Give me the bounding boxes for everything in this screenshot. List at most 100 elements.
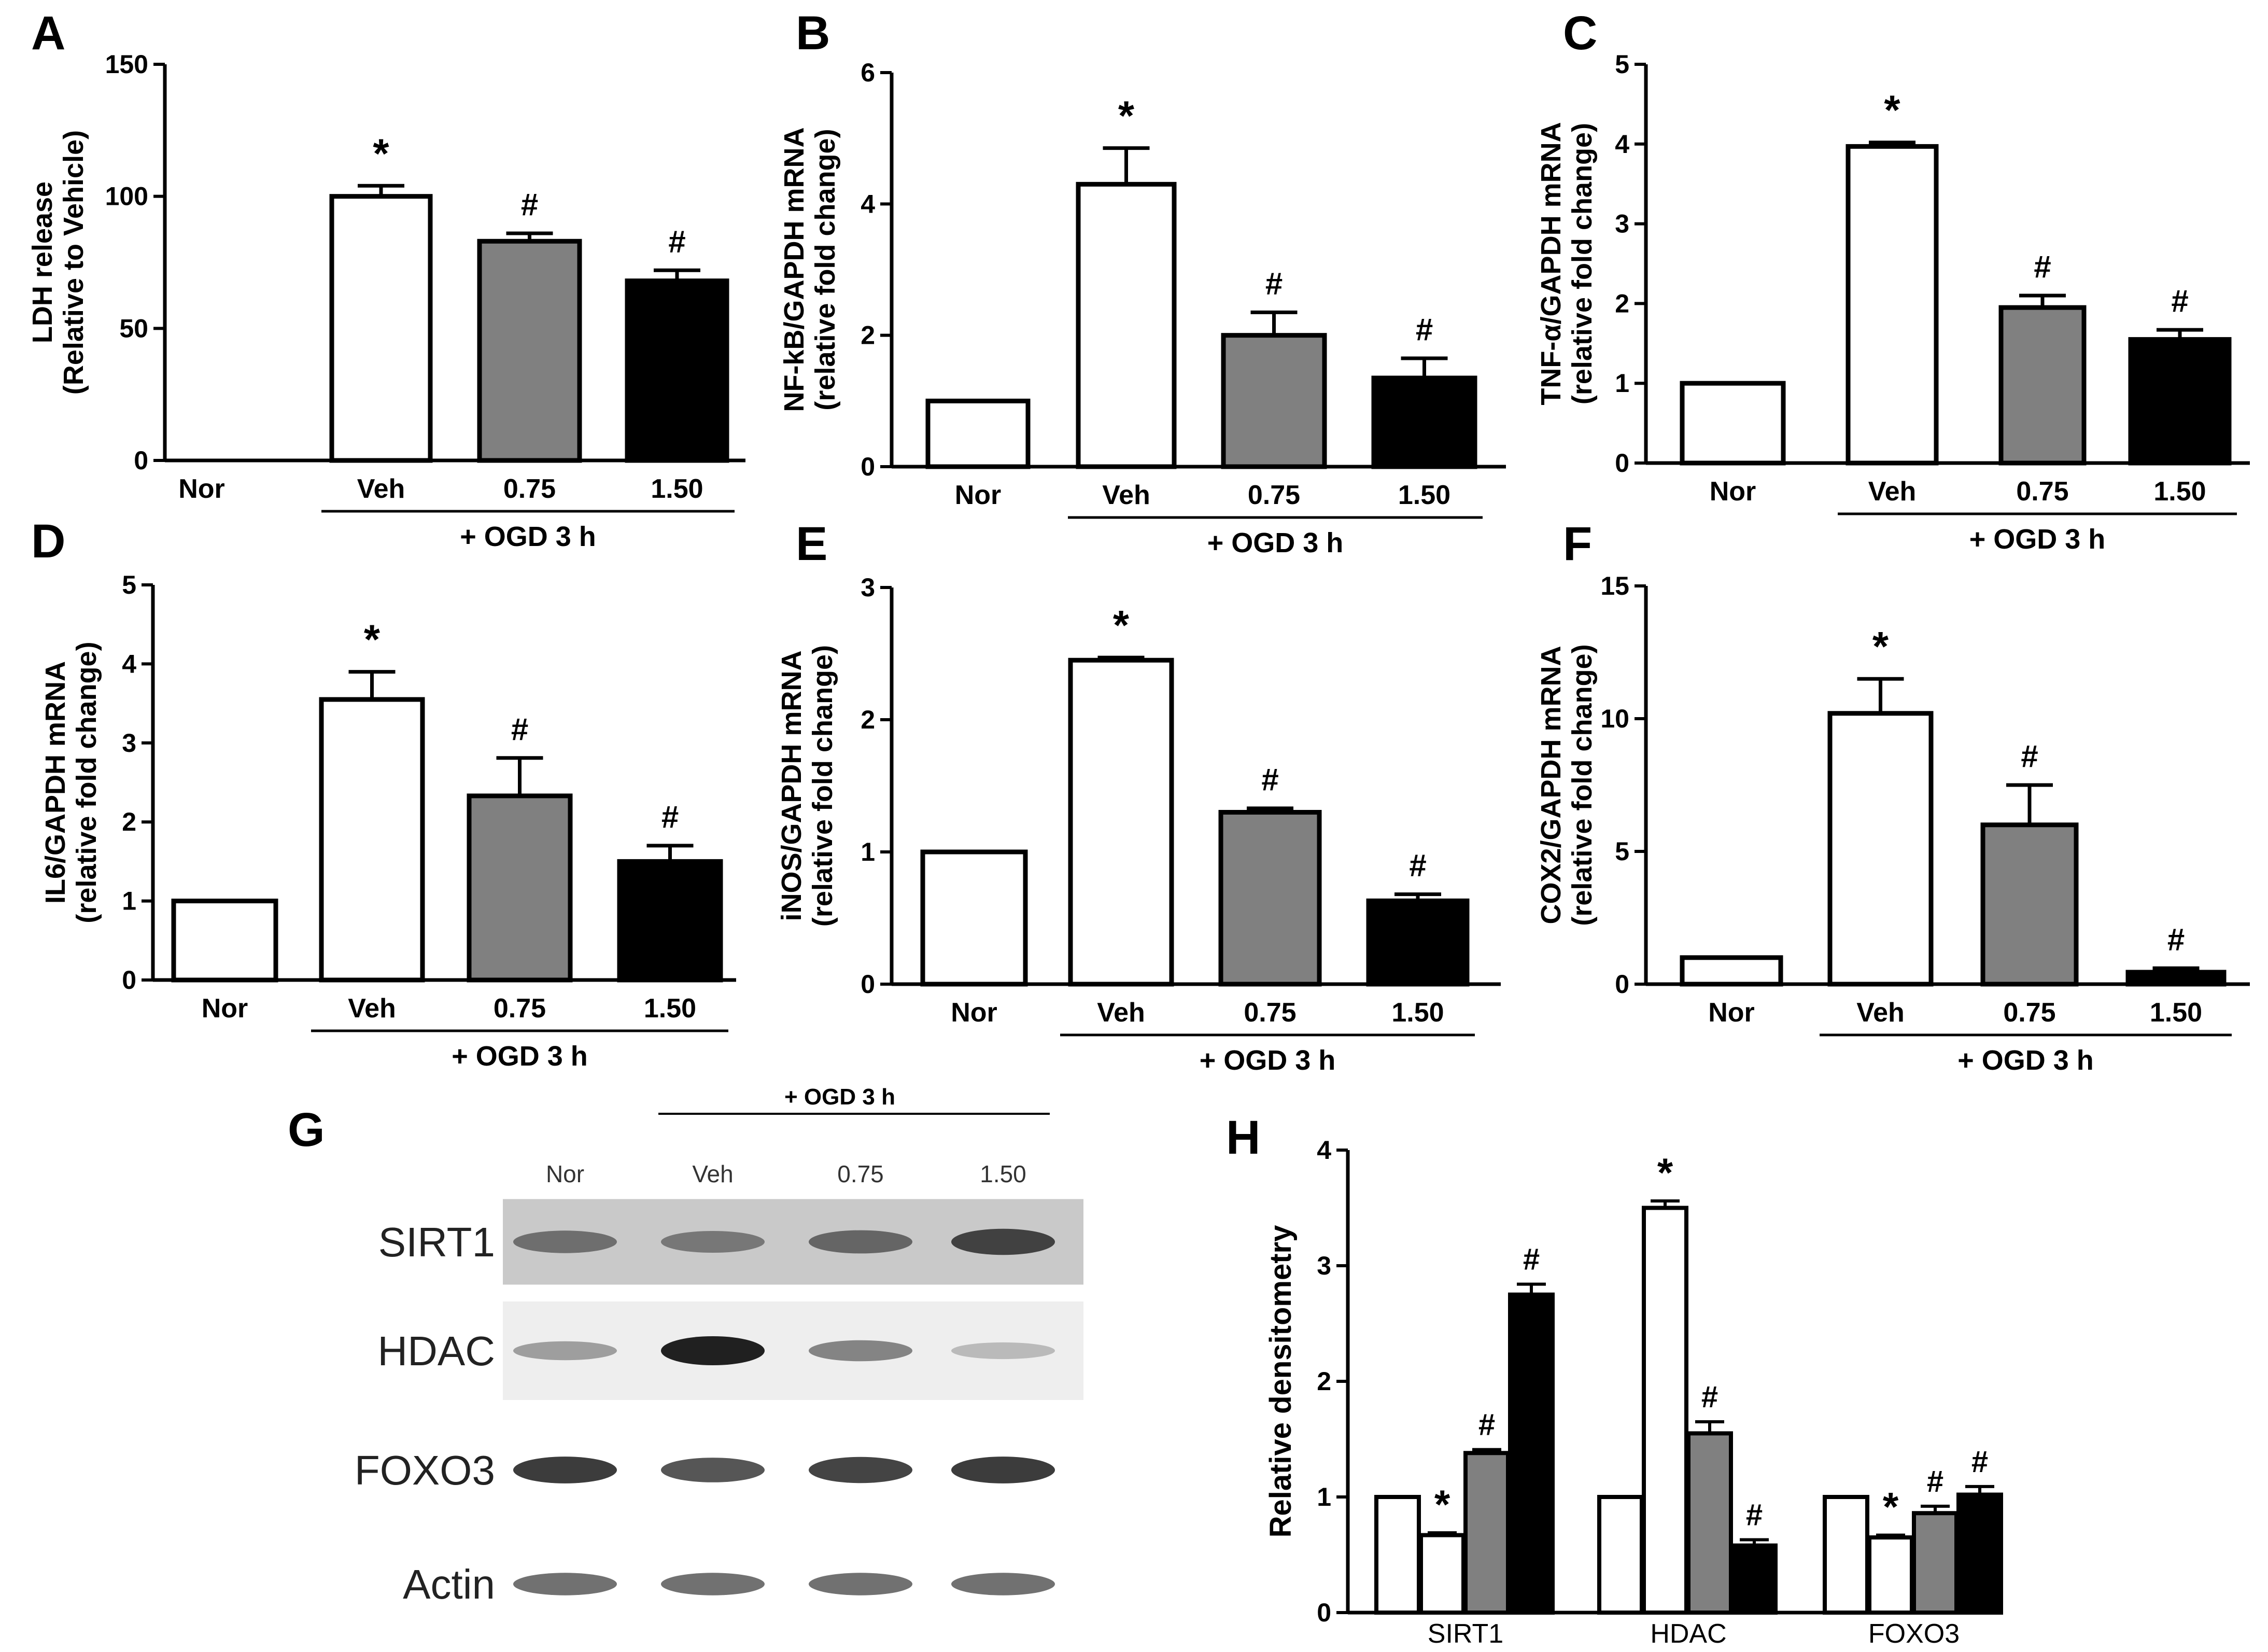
- y-tick-label: 2: [1615, 289, 1629, 318]
- y-tick-label: 4: [861, 189, 875, 218]
- bar: [1686, 1431, 1733, 1615]
- blot-band: [513, 1230, 617, 1253]
- blot-band: [513, 1573, 617, 1595]
- panel-letter: C: [1563, 7, 1597, 60]
- y-tick-label: 0: [861, 452, 875, 481]
- bar: [1642, 1206, 1688, 1615]
- significance-mark: #: [1416, 312, 1433, 347]
- panel-b: B 0 2 4 6 NF-kB/GAPDH mRNA (relative fold chan…: [779, 7, 1506, 558]
- y-tick-label: 3: [1615, 209, 1629, 239]
- category-label: 0.75: [1248, 480, 1300, 510]
- category-label: 1.50: [651, 474, 703, 504]
- y-axis-label: iNOS/GAPDH mRNA: [776, 650, 807, 921]
- significance-mark: *: [1884, 87, 1900, 133]
- significance-mark: *: [1657, 1150, 1673, 1195]
- y-tick-label: 100: [105, 182, 148, 211]
- panel-letter: D: [31, 515, 65, 568]
- bar: [1680, 381, 1786, 466]
- significance-mark: #: [511, 712, 528, 747]
- y-tick-label: 4: [1317, 1136, 1331, 1165]
- y-tick-label: 15: [1600, 571, 1629, 600]
- bar: [1956, 1492, 2003, 1615]
- panel-letter: G: [288, 1103, 325, 1156]
- y-tick-label: 2: [122, 807, 136, 836]
- significance-mark: #: [2021, 739, 2038, 774]
- category-label: Nor: [951, 998, 997, 1028]
- blot-band: [951, 1573, 1055, 1595]
- y-tick-label: 0: [134, 446, 148, 475]
- y-axis-label: LDH release: [27, 181, 58, 343]
- y-tick-label: 0: [1615, 970, 1629, 999]
- bar: [1597, 1495, 1644, 1615]
- significance-mark: *: [373, 130, 389, 176]
- lane-label: Nor: [546, 1160, 584, 1187]
- y-axis-label: (relative fold change): [810, 129, 841, 410]
- group-label: + OGD 3 h: [1207, 527, 1344, 558]
- category-label: Nor: [955, 480, 1002, 510]
- bar: [1912, 1511, 1959, 1615]
- y-tick-label: 6: [861, 58, 875, 87]
- y-tick-label: 0: [1615, 449, 1629, 478]
- panel-letter: H: [1226, 1111, 1260, 1164]
- significance-mark: #: [1971, 1445, 1988, 1479]
- group-label: + OGD 3 h: [460, 521, 596, 552]
- category-label: Veh: [348, 993, 396, 1024]
- bar: [1076, 181, 1177, 469]
- y-tick-label: 2: [861, 321, 875, 350]
- bar: [1366, 898, 1470, 987]
- bar: [1508, 1292, 1555, 1615]
- y-axis-label: TNF-α/GAPDH mRNA: [1536, 122, 1567, 405]
- y-tick-label: 0: [122, 965, 136, 995]
- bar: [1680, 955, 1783, 987]
- blot-band: [809, 1340, 912, 1362]
- lane-label: Veh: [692, 1160, 733, 1187]
- significance-mark: #: [1701, 1380, 1718, 1414]
- significance-mark: #: [1261, 762, 1278, 797]
- significance-mark: #: [1927, 1465, 1943, 1499]
- blot-band: [951, 1342, 1055, 1360]
- category-label: Veh: [1102, 480, 1150, 510]
- bar: [925, 398, 1031, 469]
- blot-band: [661, 1458, 765, 1482]
- significance-mark: #: [1265, 266, 1283, 301]
- y-tick-label: 3: [122, 729, 136, 758]
- panel-a: A 0 50 100 150 LDH release (Relative to Vehicl…: [27, 7, 745, 552]
- lane-label: 0.75: [837, 1160, 884, 1187]
- group-label: + OGD 3 h: [1969, 524, 2106, 555]
- y-tick-label: 2: [1317, 1367, 1331, 1396]
- bar: [2125, 970, 2227, 987]
- bar: [319, 697, 425, 983]
- category-label: SIRT1: [1428, 1619, 1503, 1649]
- y-axis-label: (Relative to Vehicle): [58, 130, 89, 395]
- y-tick-label: 5: [1615, 50, 1629, 79]
- group-label: + OGD 3 h: [1200, 1045, 1336, 1076]
- category-label: HDAC: [1650, 1619, 1726, 1649]
- y-axis-label: Relative densitometry: [1264, 1225, 1298, 1538]
- bar: [329, 194, 433, 463]
- panel-letter: F: [1563, 517, 1592, 570]
- y-tick-label: 5: [1615, 837, 1629, 866]
- blot-band: [809, 1573, 912, 1595]
- bar: [1823, 1495, 1869, 1615]
- blot-band: [661, 1573, 765, 1595]
- y-tick-label: 1: [122, 887, 136, 916]
- panel-e: E 0 1 2 3 iNOS/GAPDH mRNA (relative fold chang…: [776, 517, 1501, 1076]
- category-label: 1.50: [1391, 998, 1444, 1028]
- bar: [477, 239, 582, 463]
- category-label: Veh: [1856, 998, 1905, 1028]
- category-label: Veh: [1097, 998, 1145, 1028]
- bar: [1221, 333, 1327, 469]
- category-label: Veh: [357, 474, 405, 504]
- y-axis-label: (relative fold change): [807, 645, 838, 927]
- bar: [2128, 337, 2232, 466]
- bar: [1068, 657, 1174, 987]
- panel-f: F 0 5 10 15 COX2/GAPDH mRNA (relative fold cha…: [1536, 517, 2250, 1076]
- bar: [1998, 305, 2087, 466]
- blot-group-label: + OGD 3 h: [784, 1084, 895, 1110]
- category-label: 0.75: [1244, 998, 1296, 1028]
- panel-h: H 0 1 2 3 4 Relative densitometry * # # SIRT1 * # # HD…: [1226, 1111, 2003, 1649]
- category-label: 1.50: [644, 993, 696, 1024]
- y-axis-label: (relative fold change): [71, 641, 102, 923]
- y-axis-label: (relative fold change): [1567, 644, 1598, 926]
